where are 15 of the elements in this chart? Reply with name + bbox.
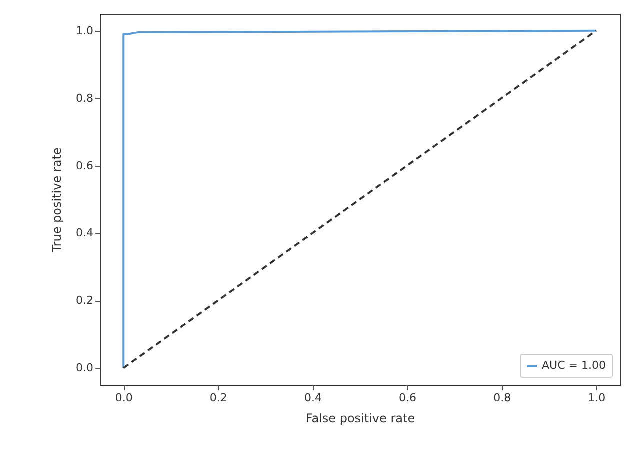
x-tick-label: 0.2 — [210, 392, 228, 404]
y-axis-title: True positive rate — [50, 148, 64, 254]
x-tick-label: 0.4 — [304, 392, 322, 404]
y-tick-label: 0.0 — [76, 362, 94, 375]
legend-label: AUC = 1.00 — [542, 359, 606, 372]
y-tick-label: 0.4 — [76, 226, 94, 240]
y-tick-label: 0.6 — [76, 159, 94, 172]
y-tick-label: 1.0 — [76, 24, 94, 38]
x-tick-label: 0.8 — [494, 392, 512, 404]
x-tick-label: 0.6 — [399, 392, 417, 404]
x-tick-label: 0.0 — [115, 392, 133, 404]
y-tick-label: 0.8 — [76, 92, 94, 105]
y-tick-label: 0.2 — [76, 294, 94, 308]
x-axis-title: False positive rate — [306, 412, 416, 426]
x-tick-label: 1.0 — [588, 392, 606, 404]
